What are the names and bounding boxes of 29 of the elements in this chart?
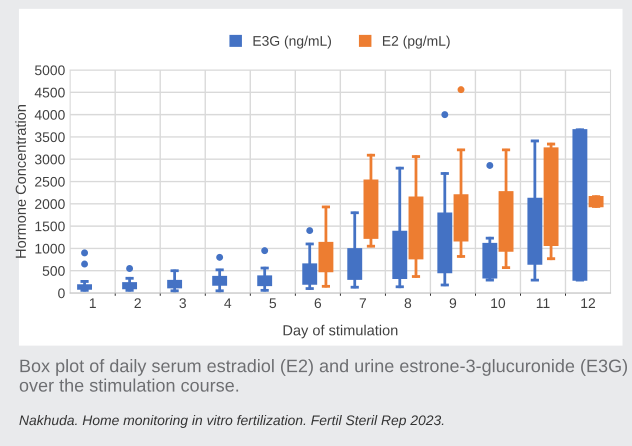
legend-label: E3G (ng/mL) xyxy=(253,36,331,49)
x-tick-label: 7 xyxy=(360,298,366,308)
y-tick-label: 500 xyxy=(42,266,65,276)
y-tick-label: 4500 xyxy=(34,88,65,98)
x-tick-label: 2 xyxy=(134,298,141,308)
y-tick-label: 3500 xyxy=(34,132,65,142)
y-tick-label: 2500 xyxy=(35,176,65,187)
y-tick-label: 5000 xyxy=(34,65,65,76)
x-tick-label: 8 xyxy=(404,298,412,308)
x-axis-title: Day of stimulation xyxy=(284,324,398,338)
x-tick-label: 3 xyxy=(179,298,186,308)
x-tick-label: 12 xyxy=(581,298,596,308)
x-tick-label: 9 xyxy=(450,298,456,308)
y-tick-label: 2000 xyxy=(35,199,65,209)
y-tick-label: 3000 xyxy=(34,154,65,164)
x-tick-label: 6 xyxy=(314,298,322,308)
text: Nakhuda. Home monitoring in vitro fertilization. Fertil Steril Rep 2023. xyxy=(19,414,444,428)
legend-label: E2 (pg/mL) xyxy=(382,36,450,49)
x-tick-label: 1 xyxy=(90,298,96,308)
y-tick-label: 0 xyxy=(58,288,65,298)
y-tick-label: 1500 xyxy=(35,221,65,232)
x-tick-label: 5 xyxy=(269,298,276,308)
x-tick-label: 4 xyxy=(224,298,232,308)
x-tick-label: 11 xyxy=(536,298,550,308)
y-axis-title: Hormone Concentration xyxy=(15,105,26,258)
y-tick-label: 1000 xyxy=(35,244,65,254)
text: Box plot of daily serum estradiol (E2) and urine estrone-3-glucuronide (E3G) over the stimulation course. xyxy=(20,359,628,392)
x-tick-label: 10 xyxy=(491,298,506,308)
y-tick-label: 4000 xyxy=(34,110,65,120)
